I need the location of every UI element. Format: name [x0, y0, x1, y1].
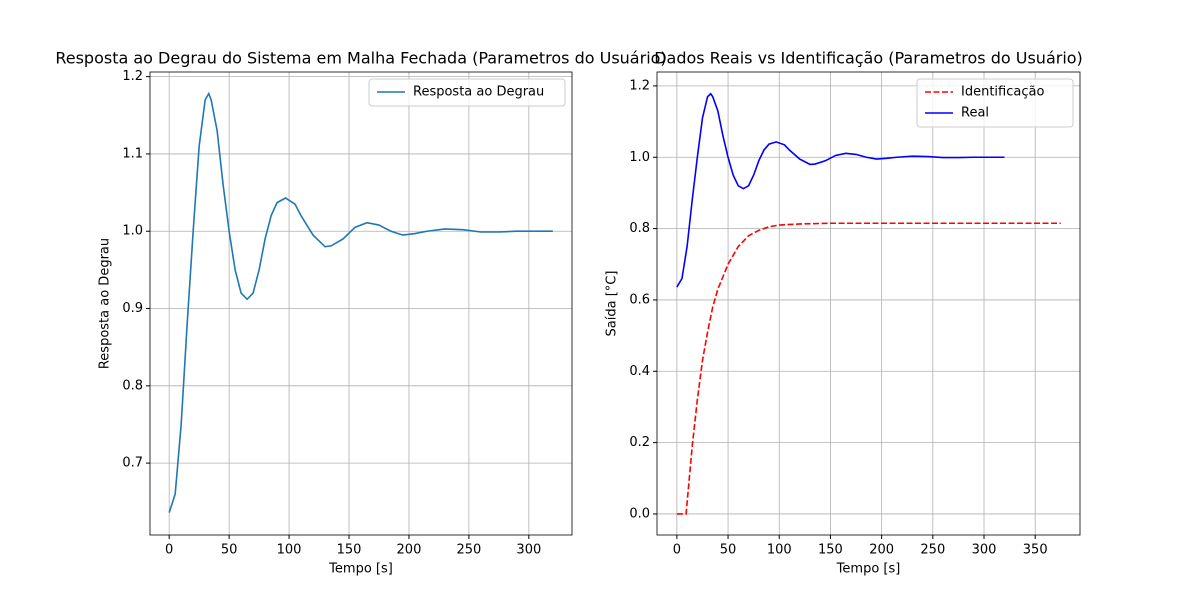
x-tick-label: 250	[920, 543, 945, 558]
y-tick-label: 0.6	[629, 292, 650, 307]
chart-title: Dados Reais vs Identificação (Parametros…	[654, 49, 1083, 68]
x-tick-label: 350	[1023, 543, 1048, 558]
x-tick-label: 250	[456, 543, 481, 558]
x-tick-label: 300	[516, 543, 541, 558]
x-tick-label: 150	[337, 543, 362, 558]
y-tick-label: 1.0	[629, 150, 650, 165]
legend-label: Resposta ao Degrau	[413, 85, 544, 100]
legend-label: Real	[961, 106, 989, 121]
axes: 0 50 100 150 200 250 300 350 0.0 0.2 0.4 0.6 0.8 1.0 1…	[605, 49, 1083, 577]
legend-box	[916, 78, 1074, 128]
x-axis-label: Tempo [s]	[836, 562, 901, 577]
x-tick-label: 150	[818, 543, 843, 558]
x-tick-label: 0	[673, 543, 681, 558]
x-axis-label: Tempo [s]	[328, 562, 393, 577]
y-tick-label: 0.0	[629, 506, 650, 521]
legend-label: Identificação	[961, 85, 1044, 100]
axes: 0 50 100 150 200 250 3000.70.80.91.01.11.2Resp…	[55, 49, 666, 577]
chart-title: Resposta ao Degrau do Sistema em Malha F…	[55, 49, 666, 68]
x-tick-label: 50	[720, 543, 737, 558]
x-tick-label: 100	[277, 543, 302, 558]
legend: Resposta ao Degrau	[368, 78, 566, 107]
y-tick-label: 0.8	[122, 378, 143, 393]
x-tick-label: 0	[165, 543, 173, 558]
axes-frame	[656, 71, 1081, 536]
series-line	[676, 92, 1005, 288]
axes-frame	[149, 71, 573, 536]
y-tick-label: 0.8	[629, 221, 650, 236]
legend-box	[368, 78, 566, 107]
x-tick-label: 200	[397, 543, 422, 558]
x-tick-label: 100	[767, 543, 792, 558]
y-tick-label: 1.1	[122, 146, 143, 161]
y-axis-label: Resposta ao Degrau	[98, 238, 113, 369]
x-tick-label: 300	[972, 543, 997, 558]
x-tick-label: 50	[221, 543, 238, 558]
series-line	[676, 222, 1061, 515]
y-tick-label: 1.2	[629, 78, 650, 93]
y-tick-label: 0.4	[629, 364, 650, 379]
x-tick-label: 200	[869, 543, 894, 558]
y-tick-label: 1.2	[122, 69, 143, 84]
y-tick-label: 1.0	[122, 224, 143, 239]
y-tick-label: 0.2	[629, 435, 650, 450]
y-tick-label: 0.9	[122, 301, 143, 316]
series-line	[168, 91, 553, 513]
y-axis-label: Saída [°C]	[605, 271, 620, 337]
y-tick-label: 0.7	[122, 456, 143, 471]
legend: Identificação Real	[916, 78, 1074, 128]
